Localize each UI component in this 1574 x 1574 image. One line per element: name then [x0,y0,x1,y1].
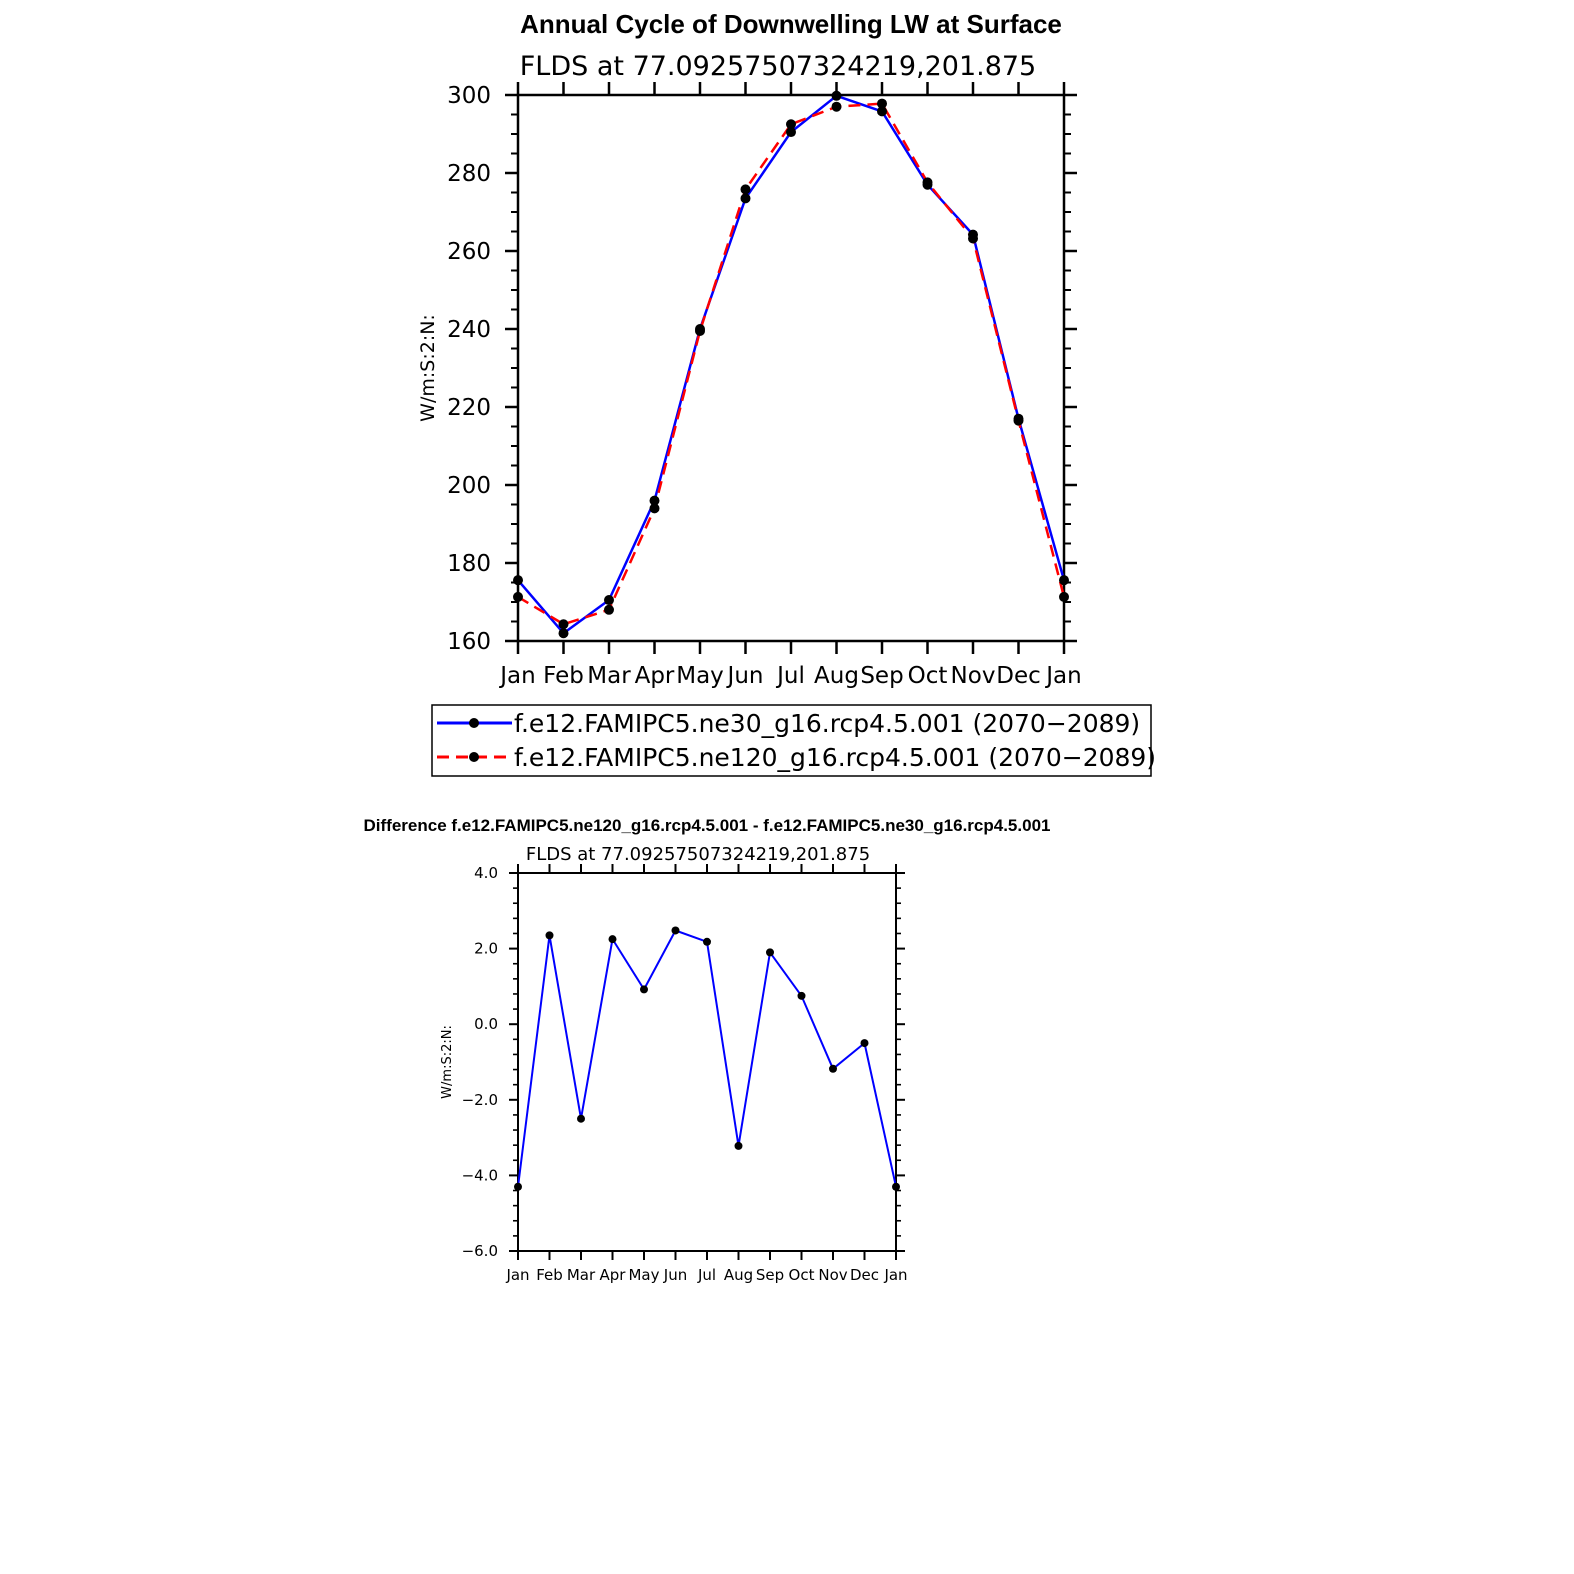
x-tick-label: Dec [850,1266,879,1284]
data-point-s0-1 [545,931,554,940]
x-tick-label: Jul [775,663,805,689]
chart-title: Annual Cycle of Downwelling LW at Surfac… [520,9,1062,39]
x-tick-label: Jan [498,663,535,689]
y-tick-label: 160 [447,629,491,655]
data-point-s0-1 [558,628,569,639]
chart-subtitle: FLDS at 77.09257507324219,201.875 [520,51,1036,82]
chart-subtitle: FLDS at 77.09257507324219,201.875 [526,844,870,865]
x-tick-label: Mar [567,1266,596,1284]
chart-title: Difference f.e12.FAMIPC5.ne120_g16.rcp4.… [364,816,1051,835]
y-tick-label: 300 [447,83,491,109]
series-line-1 [517,102,1066,626]
y-axis-label: W/m:S:2:N: [417,314,439,422]
x-tick-label: Oct [908,663,948,689]
data-point-s0-8 [877,106,887,117]
data-point-s0-12 [892,1182,900,1191]
y-tick-label: −6.0 [462,1242,498,1260]
data-point-s1-2 [604,604,614,615]
plot-area: Jan Feb Mar Apr May Jun Jul Aug Sep Oct Nov Dec Jan1… [447,82,1082,689]
data-point-s0-5 [740,193,751,204]
data-point-s1-12 [1059,591,1069,602]
data-point-s1-0 [513,591,523,602]
annual-cycle-chart: Annual Cycle of Downwelling LW at Surfac… [417,9,1082,689]
x-tick-label: Jan [883,1266,907,1284]
legend-entry-ne120: f.e12.FAMIPC5.ne120_g16.rcp4.5.001 (2070… [437,743,1156,772]
data-point-s0-7 [831,90,842,101]
data-point-s0-12 [1059,575,1069,586]
data-point-s1-8 [877,98,887,109]
legend-label: f.e12.FAMIPC5.ne120_g16.rcp4.5.001 (2070… [514,743,1156,772]
legend-swatch-marker [469,718,479,728]
data-point-s1-5 [740,184,751,195]
data-point-s0-8 [766,948,774,957]
data-point-s1-6 [786,119,796,130]
legend-label: f.e12.FAMIPC5.ne30_g16.rcp4.5.001 (2070−… [514,709,1140,738]
x-tick-label: Dec [996,663,1041,689]
x-tick-label: Sep [860,663,903,689]
y-tick-label: 260 [447,239,491,265]
legend-swatch-marker [469,752,479,762]
data-point-s0-9 [797,991,806,1000]
data-point-s0-6 [703,937,711,946]
legend: f.e12.FAMIPC5.ne30_g16.rcp4.5.001 (2070−… [431,704,1156,777]
data-point-s1-1 [558,619,569,630]
y-tick-label: 280 [447,161,491,187]
data-point-s0-6 [786,127,796,138]
x-tick-label: Mar [587,663,631,689]
plot-area: Jan Feb Mar Apr May Jun Jul Aug Sep Oct Nov Dec Jan−… [462,864,908,1284]
plot-frame [517,872,897,1252]
x-tick-label: Sep [756,1266,784,1284]
x-tick-label: May [676,663,724,689]
x-tick-label: Feb [543,663,584,689]
data-point-s0-2 [577,1114,585,1123]
plot-frame [516,93,1066,643]
difference-chart: Difference f.e12.FAMIPC5.ne120_g16.rcp4.… [364,816,1051,1284]
x-tick-label: Aug [724,1266,753,1284]
x-tick-label: Apr [600,1266,627,1284]
data-point-s0-10 [829,1064,837,1073]
y-tick-label: 180 [447,551,491,577]
data-point-s1-4 [695,325,705,336]
data-point-s1-10 [968,233,978,244]
y-tick-label: 0.0 [474,1015,498,1033]
x-tick-label: Apr [635,663,675,689]
x-tick-label: Nov [951,663,996,689]
y-tick-label: 4.0 [474,864,498,882]
data-point-s1-11 [1013,415,1024,426]
data-point-s0-3 [649,495,660,506]
data-point-s1-7 [831,101,842,112]
x-tick-label: Jan [1044,663,1081,689]
x-tick-label: Jun [726,663,764,689]
y-tick-label: 220 [447,395,491,421]
x-tick-label: Jan [505,1266,529,1284]
data-point-s0-0 [513,575,523,586]
x-tick-label: Jul [697,1266,716,1284]
y-tick-label: 2.0 [474,940,498,958]
data-point-s1-3 [649,503,660,514]
x-tick-label: Aug [814,663,859,689]
legend-box [431,704,1152,777]
data-point-s0-2 [604,595,614,606]
data-point-s1-9 [922,177,933,188]
y-tick-label: 240 [447,317,491,343]
data-point-s0-4 [640,985,648,994]
y-axis-label: W/m:S:2:N: [440,1025,455,1099]
x-tick-label: Feb [536,1266,563,1284]
data-point-s0-5 [671,926,680,935]
series-line-0 [517,929,897,1187]
data-point-s0-0 [514,1182,522,1191]
data-point-s0-11 [860,1039,869,1048]
x-tick-label: Oct [789,1266,815,1284]
series-line-0 [517,94,1066,635]
legend-entry-ne30: f.e12.FAMIPC5.ne30_g16.rcp4.5.001 (2070−… [437,709,1140,738]
x-tick-label: Nov [818,1266,847,1284]
x-tick-label: Jun [663,1266,687,1284]
y-tick-label: −4.0 [462,1166,498,1184]
y-tick-label: −2.0 [462,1091,498,1109]
data-point-s0-3 [608,935,617,944]
data-point-s0-7 [734,1141,743,1150]
x-tick-label: May [628,1266,659,1284]
y-tick-label: 200 [447,473,491,499]
